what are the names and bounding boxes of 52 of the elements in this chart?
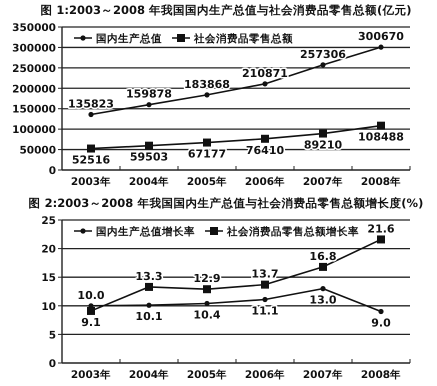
chart-title: 图 1:2003～2008 年我国国内生产总值与社会消费品零售总额(亿元) bbox=[40, 3, 412, 17]
data-label: 16.8 bbox=[309, 250, 337, 263]
data-label: 11.1 bbox=[251, 304, 279, 318]
y-tick-label: 0 bbox=[48, 358, 56, 370]
y-tick-label: 10 bbox=[41, 300, 56, 313]
data-label: 21.6 bbox=[367, 222, 395, 236]
data-label: 67177 bbox=[188, 148, 226, 161]
x-tick-label: 2004年 bbox=[128, 368, 170, 381]
x-tick-label: 2003年 bbox=[70, 368, 112, 381]
y-tick-label: 50000 bbox=[19, 144, 56, 157]
data-label: 300670 bbox=[358, 30, 404, 44]
x-tick-label: 2008年 bbox=[360, 175, 402, 188]
x-tick-label: 2006年 bbox=[244, 368, 286, 381]
y-tick-label: 300000 bbox=[12, 42, 56, 54]
legend-label: 社会消费品零售总额 bbox=[193, 32, 294, 45]
x-tick-label: 2007年 bbox=[302, 175, 344, 188]
y-tick-label: 350000 bbox=[12, 22, 56, 34]
data-label: 52516 bbox=[72, 154, 110, 167]
data-label: 10.4 bbox=[193, 308, 221, 322]
data-label: 9.0 bbox=[371, 316, 392, 330]
x-tick-label: 2006年 bbox=[244, 175, 286, 188]
data-label: 183868 bbox=[184, 78, 230, 91]
data-label: 135823 bbox=[68, 98, 114, 111]
data-label: 159878 bbox=[126, 88, 172, 101]
data-label: 10.0 bbox=[77, 288, 105, 302]
legend-label: 国内生产总值 bbox=[96, 32, 162, 45]
y-tick-label: 250000 bbox=[12, 62, 56, 75]
y-tick-label: 15 bbox=[41, 272, 56, 284]
y-tick-label: 100000 bbox=[12, 124, 56, 136]
data-label: 89210 bbox=[304, 138, 342, 152]
legend-label: 社会消费品零售总额增长率 bbox=[226, 225, 359, 238]
x-tick-label: 2007年 bbox=[302, 368, 344, 381]
data-label: 108488 bbox=[358, 130, 404, 144]
data-label: 59503 bbox=[130, 150, 168, 164]
y-tick-label: 200000 bbox=[12, 83, 56, 96]
data-label: 13.0 bbox=[309, 294, 337, 307]
x-tick-label: 2005年 bbox=[186, 368, 228, 381]
data-label: 9.1 bbox=[81, 316, 101, 329]
data-label: 210871 bbox=[242, 66, 288, 80]
y-tick-label: 5 bbox=[48, 329, 56, 342]
y-tick-label: 0 bbox=[48, 165, 56, 177]
y-tick-label: 20 bbox=[41, 244, 56, 256]
y-tick-label: 150000 bbox=[12, 104, 56, 116]
chart-title: 图 2:2003～2008 年我国国内生产总值与社会消费品零售总额增长度(%) bbox=[28, 196, 424, 210]
data-label: 10.1 bbox=[135, 310, 163, 324]
x-tick-label: 2008年 bbox=[360, 368, 402, 381]
x-tick-label: 2005年 bbox=[186, 175, 228, 188]
y-tick-label: 25 bbox=[41, 215, 56, 227]
x-tick-label: 2004年 bbox=[128, 175, 170, 188]
data-label: 257306 bbox=[300, 48, 346, 61]
legend-label: 国内生产总值增长率 bbox=[96, 225, 195, 238]
x-tick-label: 2003年 bbox=[70, 175, 112, 188]
